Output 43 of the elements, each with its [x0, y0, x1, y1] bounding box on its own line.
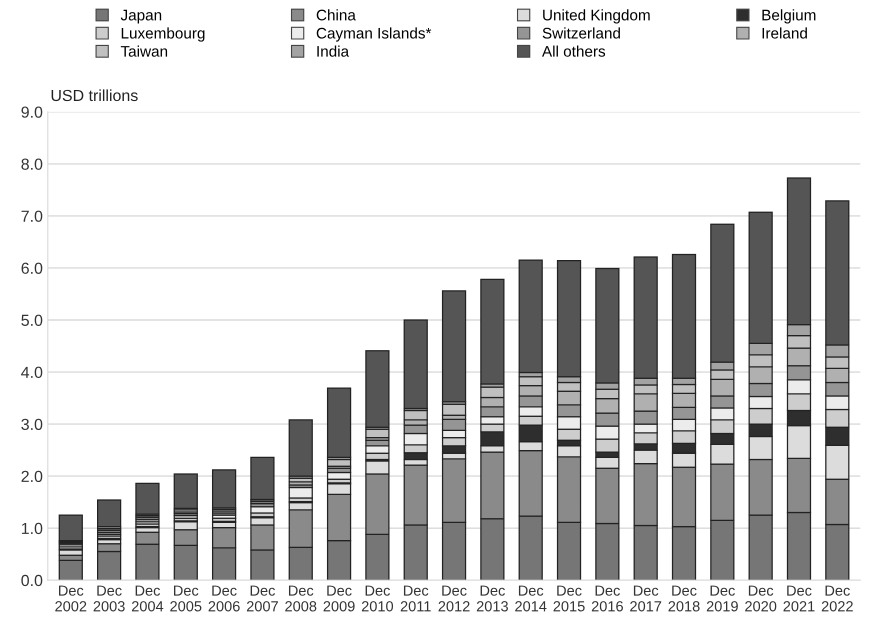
legend-label: India — [317, 46, 350, 57]
x-tick-label: Dec 2021 — [784, 586, 814, 612]
legend-label: Japan — [120, 10, 162, 24]
x-tick-label: Dec 2002 — [55, 586, 86, 612]
x-tick-label: Dec 2006 — [208, 586, 240, 612]
legend-label: Belgium — [762, 9, 816, 24]
y-tick-label: 2.0 — [22, 470, 42, 482]
x-tick-label: Dec 2008 — [285, 586, 316, 612]
y-tick-label: 7.0 — [22, 210, 42, 222]
legend-label: Switzerland — [542, 27, 620, 39]
x-tick-label: Dec 2013 — [476, 586, 508, 612]
x-tick-label: Dec 2010 — [362, 586, 394, 612]
legend-label: Luxembourg — [122, 27, 204, 42]
x-tick-label: Dec 2012 — [438, 586, 470, 612]
y-axis-title: USD trillions — [52, 89, 138, 102]
legend-label: Ireland — [762, 27, 807, 39]
x-tick-label: Dec 2004 — [132, 586, 164, 612]
y-tick-label: 1.0 — [22, 522, 42, 534]
x-tick-label: Dec 2017 — [630, 586, 662, 612]
y-tick-label: 4.0 — [21, 366, 42, 378]
y-tick-label: 8.0 — [21, 158, 42, 170]
x-tick-label: Dec 2015 — [554, 586, 585, 612]
x-tick-label: Dec 2009 — [324, 586, 355, 612]
x-tick-label: Dec 2019 — [706, 586, 738, 612]
y-tick-label: 6.0 — [22, 262, 42, 274]
legend-label: All others — [542, 46, 606, 57]
x-tick-label: Dec 2005 — [170, 586, 202, 612]
x-tick-label: Dec 2011 — [400, 586, 431, 612]
y-tick-label: 3.0 — [21, 418, 42, 430]
x-tick-label: Dec 2014 — [515, 586, 546, 612]
x-tick-label: Dec 2016 — [592, 586, 623, 612]
x-tick-label: Dec 2003 — [94, 586, 125, 612]
legend-label: China — [316, 9, 356, 20]
x-tick-label: Dec 2022 — [822, 586, 853, 612]
legend-label: United Kingdom — [543, 9, 650, 24]
x-tick-label: Dec 2007 — [246, 586, 278, 612]
legend-label: Cayman Islands* — [316, 27, 432, 42]
y-tick-label: 9.0 — [21, 106, 42, 118]
x-tick-label: Dec 2020 — [745, 586, 776, 612]
legend-label: Taiwan — [120, 46, 168, 57]
x-tick-label: Dec 2018 — [668, 586, 700, 612]
y-tick-label: 0.0 — [21, 574, 42, 586]
y-tick-label: 5.0 — [21, 314, 42, 326]
